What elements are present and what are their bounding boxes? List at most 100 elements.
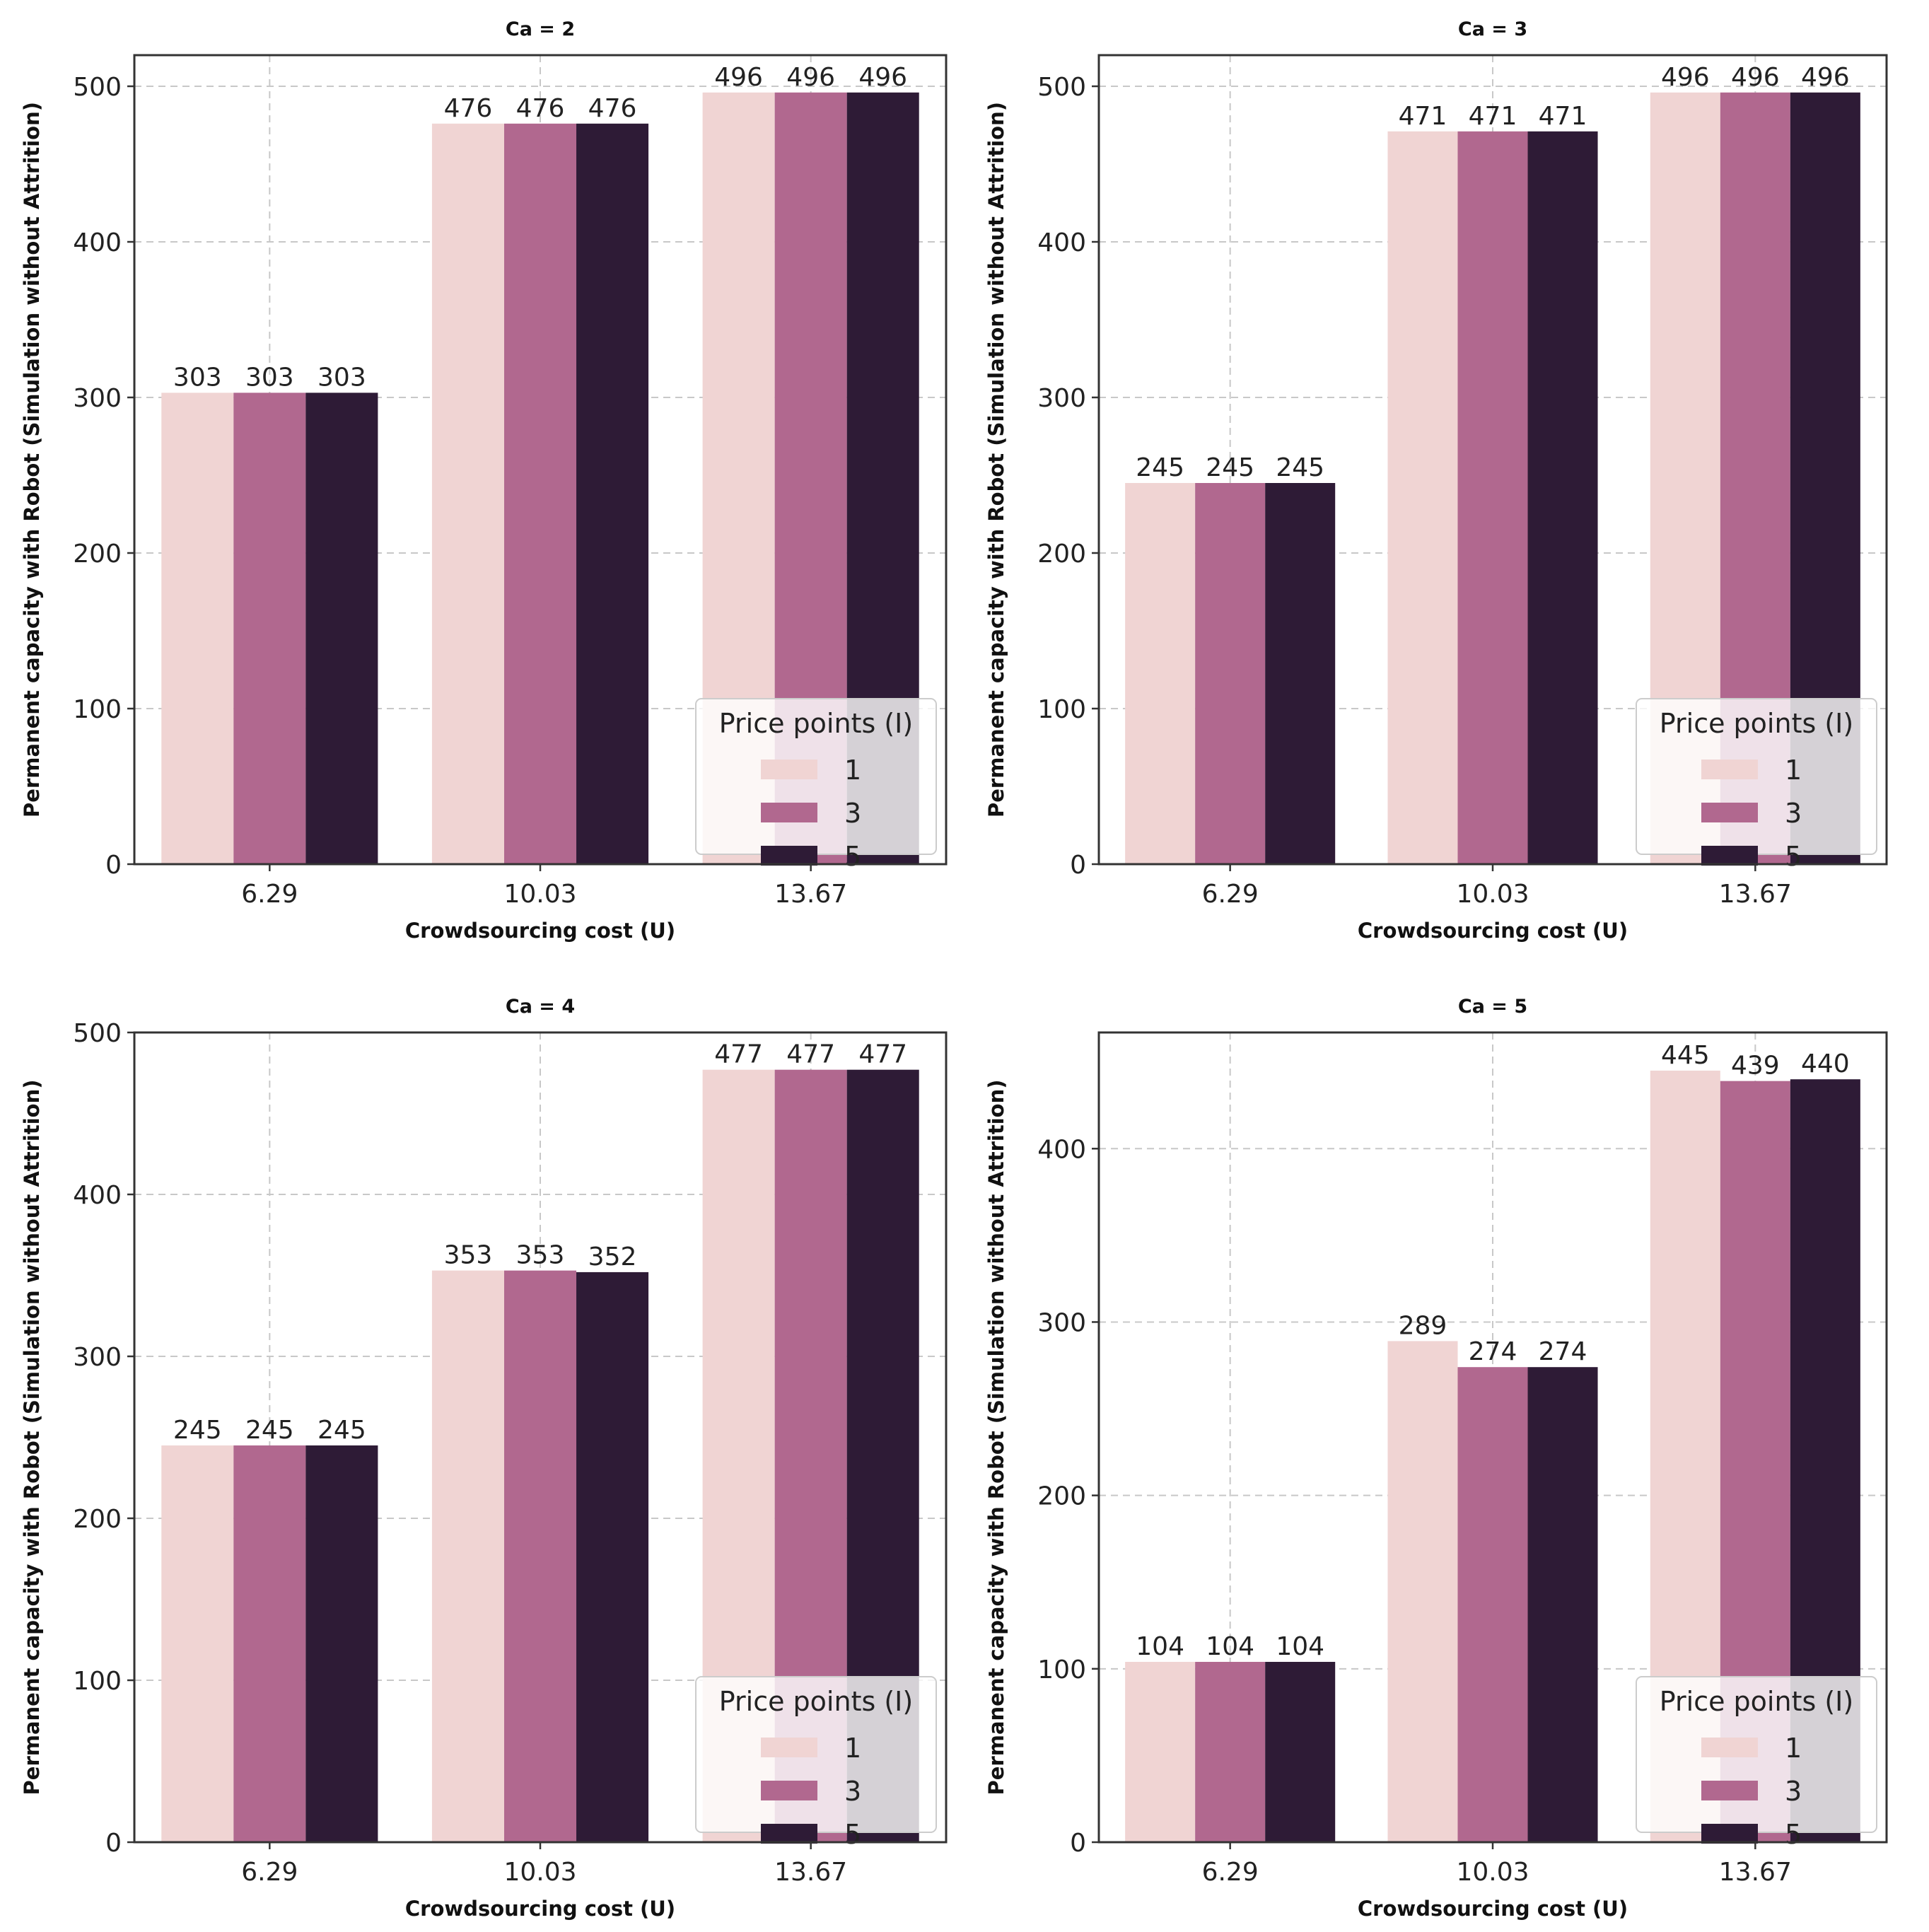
y-axis-label: Permanent capacity with Robot (Simulatio… — [20, 102, 44, 817]
legend-swatch-5 — [761, 846, 817, 866]
bar-series-3-cat-1 — [233, 1445, 306, 1842]
y-tick-label: 400 — [1037, 228, 1086, 257]
legend-title: Price points (I) — [1660, 1686, 1853, 1717]
bar-series-5-cat-1 — [1265, 483, 1336, 864]
data-label: 496 — [714, 63, 763, 92]
x-axis-label: Crowdsourcing cost (U) — [1358, 919, 1628, 943]
bar-series-3-cat-2 — [1457, 1367, 1528, 1842]
data-label: 440 — [1801, 1049, 1850, 1078]
bar-series-5-cat-2 — [576, 1271, 649, 1842]
legend-label-3: 3 — [1785, 1776, 1802, 1807]
x-tick-label: 6.29 — [241, 1858, 298, 1887]
y-tick-label: 200 — [73, 540, 122, 569]
bar-series-5-cat-1 — [305, 392, 378, 864]
y-tick-label: 100 — [1037, 1655, 1086, 1684]
data-label: 245 — [317, 1416, 366, 1445]
data-label: 496 — [786, 63, 835, 92]
y-tick-label: 0 — [105, 1829, 122, 1858]
data-label: 496 — [1801, 63, 1850, 92]
chart-panel-2: Price points (I) 1 3 5 245 471 496 245 471 496 245… — [984, 18, 1888, 943]
bar-series-3-cat-1 — [233, 392, 306, 864]
y-tick-label: 300 — [73, 1343, 122, 1372]
x-axis-label: Crowdsourcing cost (U) — [1358, 1897, 1628, 1921]
x-tick-label: 13.67 — [774, 1858, 847, 1887]
x-tick-label: 6.29 — [1202, 880, 1259, 909]
legend-swatch-5 — [1701, 846, 1758, 866]
bar-series-5-cat-1 — [305, 1445, 378, 1842]
panel-title: Ca = 3 — [1458, 18, 1527, 40]
x-tick-label: 13.67 — [1719, 880, 1792, 909]
data-label: 245 — [245, 1416, 294, 1445]
legend: Price points (I) 1 3 5 — [695, 698, 937, 872]
legend-label-1: 1 — [844, 1733, 861, 1764]
legend-swatch-1 — [761, 760, 817, 779]
data-label: 274 — [1539, 1337, 1587, 1366]
data-label: 104 — [1276, 1632, 1324, 1661]
legend-swatch-3 — [761, 1781, 817, 1800]
legend-swatch-5 — [1701, 1824, 1758, 1844]
legend-swatch-1 — [761, 1738, 817, 1757]
bar-series-1-cat-2 — [431, 123, 504, 864]
legend: Price points (I) 1 3 5 — [1636, 1676, 1877, 1850]
y-axis-label: Permanent capacity with Robot (Simulatio… — [20, 1080, 44, 1796]
y-tick-label: 200 — [1037, 540, 1086, 569]
bar-series-3-cat-1 — [1195, 483, 1266, 864]
x-tick-label: 6.29 — [241, 880, 298, 909]
chart-panel-4: Price points (I) 1 3 5 104 289 445 104 274 439 104… — [984, 996, 1888, 1921]
legend-label-3: 3 — [1785, 798, 1802, 829]
legend-swatch-3 — [1701, 803, 1758, 822]
data-label: 471 — [1469, 102, 1517, 131]
legend-label-3: 3 — [844, 798, 861, 829]
data-label: 352 — [588, 1243, 637, 1271]
data-label: 477 — [786, 1040, 835, 1069]
panel-title: Ca = 2 — [506, 18, 575, 40]
legend-title: Price points (I) — [719, 1686, 913, 1717]
bar-series-3-cat-2 — [503, 123, 577, 864]
bar-series-3-cat-2 — [503, 1270, 577, 1842]
bar-series-3-cat-2 — [1457, 131, 1528, 864]
data-label: 496 — [1731, 63, 1780, 92]
data-label: 104 — [1136, 1632, 1184, 1661]
legend: Price points (I) 1 3 5 — [695, 1676, 937, 1850]
data-label: 476 — [444, 94, 493, 123]
y-tick-label: 200 — [1037, 1482, 1086, 1511]
panel-title: Ca = 4 — [506, 996, 575, 1018]
y-tick-label: 200 — [73, 1505, 122, 1534]
legend-label-5: 5 — [1785, 1819, 1802, 1850]
bar-series-1-cat-2 — [431, 1270, 504, 1842]
chart-panel-1: Price points (I) 1 3 5 303 476 496 303 476 496 303… — [20, 18, 948, 943]
bar-series-1-cat-1 — [1125, 1662, 1196, 1842]
bar-series-3-cat-1 — [1195, 1662, 1266, 1842]
bar-series-1-cat-2 — [1387, 1341, 1458, 1842]
data-label: 496 — [858, 63, 907, 92]
panel-title: Ca = 5 — [1458, 996, 1527, 1018]
data-label: 245 — [1276, 453, 1324, 482]
y-tick-label: 100 — [73, 1667, 122, 1696]
y-tick-label: 500 — [1037, 73, 1086, 102]
chart-panel-3: Price points (I) 1 3 5 245 353 477 245 353 477 245… — [20, 996, 948, 1921]
data-label: 104 — [1206, 1632, 1254, 1661]
legend-swatch-3 — [1701, 1781, 1758, 1800]
legend-swatch-5 — [761, 1824, 817, 1844]
data-label: 303 — [317, 363, 366, 392]
bar-series-1-cat-2 — [1387, 131, 1458, 864]
legend: Price points (I) 1 3 5 — [1636, 698, 1877, 872]
y-tick-label: 300 — [1037, 1308, 1086, 1337]
bar-series-1-cat-1 — [161, 1445, 234, 1842]
data-label: 439 — [1731, 1052, 1780, 1081]
data-label: 245 — [1136, 453, 1184, 482]
x-tick-label: 10.03 — [1456, 880, 1529, 909]
legend-label-1: 1 — [1785, 1733, 1802, 1764]
bar-series-1-cat-1 — [161, 392, 234, 864]
data-label: 476 — [588, 94, 637, 123]
x-tick-label: 10.03 — [503, 1858, 576, 1887]
data-label: 274 — [1469, 1337, 1517, 1366]
data-label: 477 — [858, 1040, 907, 1069]
bar-series-1-cat-1 — [1125, 483, 1196, 864]
data-label: 477 — [714, 1040, 763, 1069]
x-tick-label: 6.29 — [1202, 1858, 1259, 1887]
y-tick-label: 500 — [73, 73, 122, 102]
legend-label-1: 1 — [844, 755, 861, 786]
y-tick-label: 300 — [73, 384, 122, 413]
